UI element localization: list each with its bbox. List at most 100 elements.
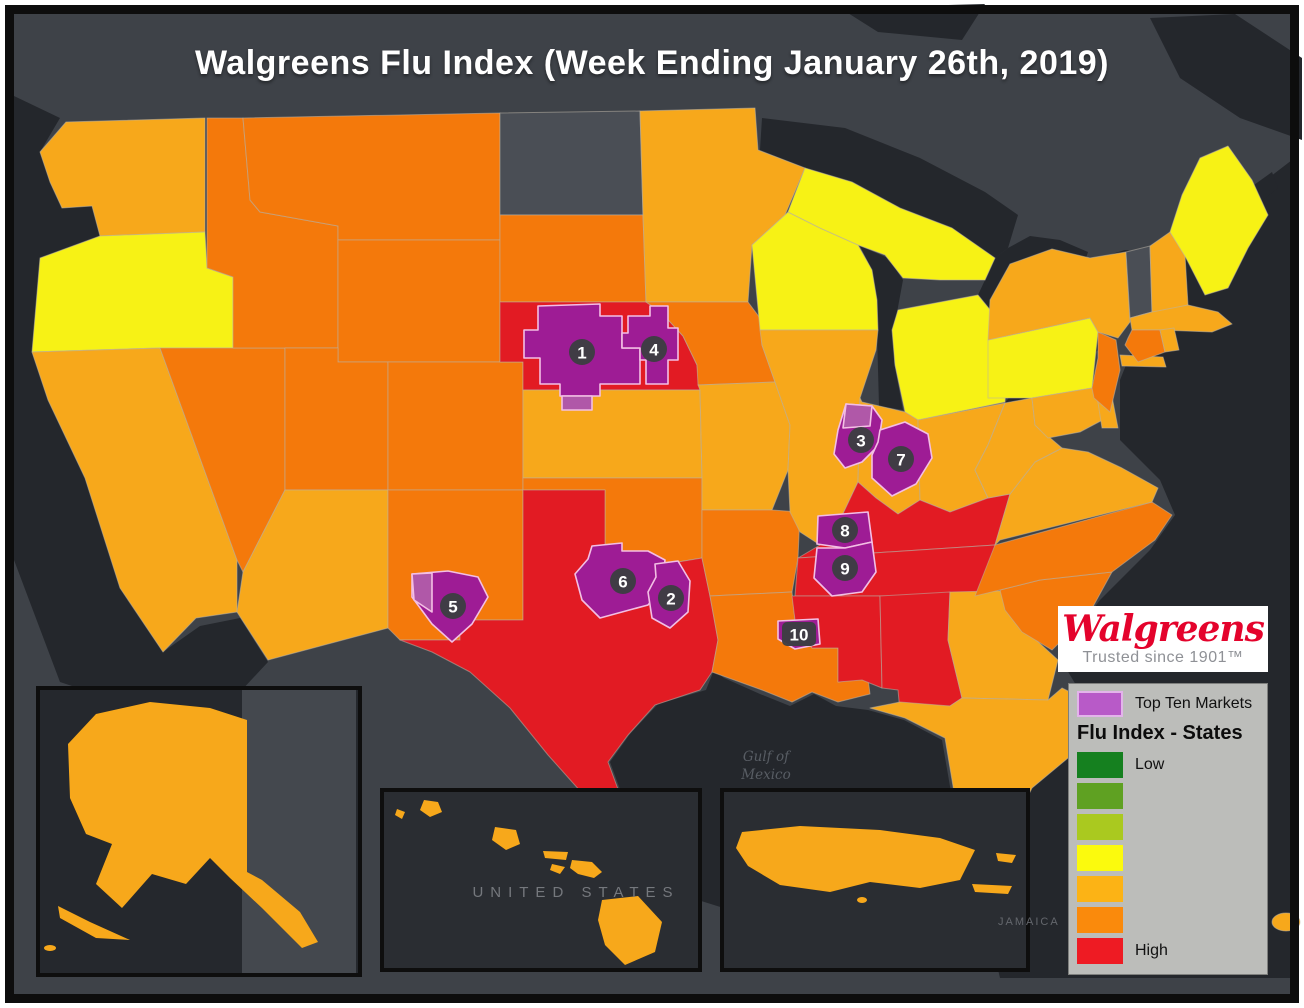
state-IL: [759, 329, 879, 546]
market-badge-1: 1: [569, 339, 595, 365]
market-badge-number: 1: [577, 344, 586, 363]
legend-scale-row-3: [1077, 845, 1259, 871]
legend-scale-row-6: High: [1077, 938, 1259, 964]
gulf-of-mexico-label: Gulf of Mexico: [718, 748, 814, 784]
gulf-label-line1: Gulf of: [742, 749, 790, 765]
page-title: Walgreens Flu Index (Week Ending January…: [194, 44, 1110, 82]
hawaii-lanai: [550, 864, 565, 874]
jamaica-label: JAMAICA: [998, 916, 1060, 928]
state-UT: [284, 347, 389, 491]
market-badge-2: 2: [658, 585, 684, 611]
state-ND: [499, 110, 644, 216]
legend-swatch: [1077, 938, 1123, 964]
state-MO: [697, 381, 791, 511]
market-region-1-light: [561, 395, 593, 411]
puerto-rico-vieques: [972, 884, 1012, 894]
lake-superior: [760, 118, 1018, 258]
state-OR: [31, 231, 234, 353]
state-ME: [1169, 145, 1269, 296]
market-badge-number: 8: [840, 522, 849, 541]
hawaii-kauai: [420, 800, 442, 817]
legend-swatch: [1077, 845, 1123, 871]
market-badge-shape: [641, 336, 667, 362]
market-badge-shape: [658, 585, 684, 611]
market-region-5-light: [411, 572, 433, 613]
market-badge-number: 3: [856, 432, 865, 451]
pacific-ocean: [14, 96, 268, 722]
state-AK: [68, 702, 318, 948]
lake-michigan: [860, 246, 903, 410]
legend-scale-label: High: [1135, 942, 1168, 959]
market-badge-shape: [569, 339, 595, 365]
legend-scale-row-4: [1077, 876, 1259, 902]
puerto-rico-main: [736, 826, 975, 892]
market-badge-shape: [782, 622, 816, 646]
gulf-label-line2: Mexico: [741, 767, 791, 784]
state-VT: [1125, 245, 1153, 319]
market-region-3-light: [842, 403, 873, 429]
market-badge-shape: [888, 446, 914, 472]
market-badge-number: 9: [840, 560, 849, 579]
state-SD: [499, 214, 647, 303]
legend-scale-row-2: [1077, 814, 1259, 840]
state-RI: [1159, 327, 1180, 353]
market-badge-shape: [832, 517, 858, 543]
alaska-inset: [36, 686, 362, 977]
market-badge-number: 4: [649, 341, 659, 360]
market-badge-8: 8: [832, 517, 858, 543]
legend-scale-row-5: [1077, 907, 1259, 933]
legend-scale-row-0: Low: [1077, 752, 1259, 778]
legend-swatch: [1077, 814, 1123, 840]
market-badges-layer: 1 2 3 4 5 6 7 8 9 10: [440, 336, 914, 646]
state-NC: [974, 501, 1173, 597]
market-badge-number: 7: [896, 451, 905, 470]
hawaii-maui: [570, 860, 602, 878]
state-NJ: [1091, 331, 1121, 413]
state-MI-upper: [787, 167, 996, 281]
walgreens-logo: Walgreens Trusted since 1901™: [1058, 606, 1268, 672]
hawaii-oahu: [492, 827, 520, 850]
market-badge-number: 5: [448, 598, 457, 617]
legend-swatch: [1077, 752, 1123, 778]
market-badge-shape: [610, 568, 636, 594]
hawaii-big-island: [598, 896, 662, 965]
legend-scale: Low High: [1077, 752, 1259, 964]
legend-heading: Flu Index - States: [1077, 722, 1243, 744]
state-KS: [522, 389, 703, 479]
market-badge-6: 6: [610, 568, 636, 594]
market-badge-7: 7: [888, 446, 914, 472]
puerto-rico-inset: [720, 788, 1030, 972]
market-badge-shape: [440, 593, 466, 619]
alaska-island-dot: [44, 945, 56, 951]
market-badge-5: 5: [440, 593, 466, 619]
legend-scale-row-1: [1077, 783, 1259, 809]
united-states-label: UNITED STATES: [472, 884, 680, 901]
market-badge-shape: [848, 427, 874, 453]
hawaii-inset: [380, 788, 702, 972]
canada-water-northeast: [1150, 14, 1302, 140]
walgreens-tagline: Trusted since 1901™: [1082, 649, 1244, 666]
legend-swatch: [1077, 783, 1123, 809]
puerto-rico-culebra: [996, 853, 1016, 863]
legend-scale-label: Low: [1135, 756, 1165, 773]
state-WY: [337, 239, 501, 363]
market-badge-shape: [832, 555, 858, 581]
market-badge-number: 10: [790, 626, 809, 645]
top-ten-markets-label: Top Ten Markets: [1135, 695, 1253, 712]
market-badge-10: 10: [782, 622, 816, 646]
legend-swatch: [1077, 876, 1123, 902]
legend-top-markets-row: Top Ten Markets: [1077, 691, 1259, 717]
island-jamaica: [1271, 912, 1301, 932]
states-layer: [31, 107, 1301, 933]
puerto-rico-islet: [857, 897, 867, 903]
legend-swatch: [1077, 907, 1123, 933]
hawaii-molokai: [543, 851, 568, 860]
state-CO: [387, 361, 524, 491]
top-ten-markets-swatch: [1077, 691, 1123, 717]
hawaii-niihau: [395, 809, 405, 819]
market-badge-4: 4: [641, 336, 667, 362]
market-badge-number: 6: [618, 573, 627, 592]
walgreens-wordmark: Walgreens: [1062, 607, 1265, 651]
